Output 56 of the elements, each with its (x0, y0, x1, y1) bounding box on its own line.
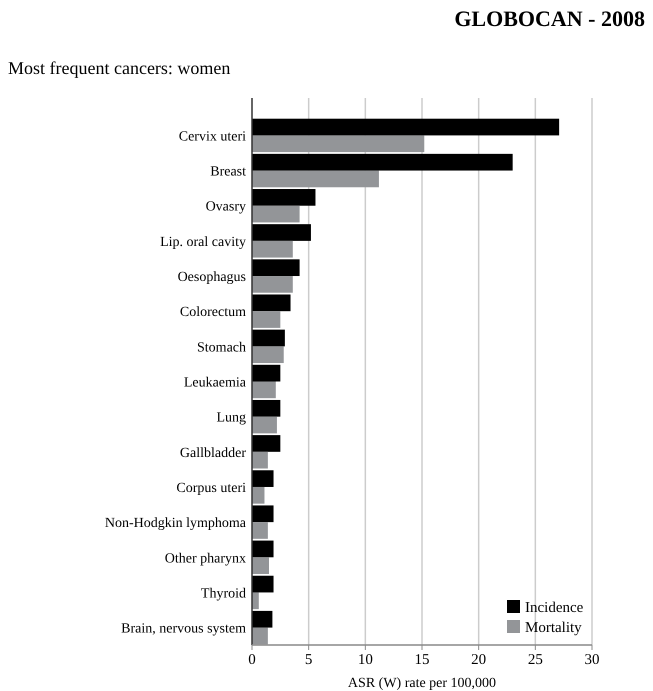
bar (252, 118, 560, 136)
bar (252, 330, 285, 346)
y-tick-label: Colorectum (180, 305, 246, 320)
y-tick-label: Oesophagus (178, 270, 246, 286)
x-tick-label: 0 (248, 652, 256, 668)
bar (252, 486, 264, 504)
x-tick-label: 20 (471, 652, 486, 668)
x-tick-label: 10 (358, 652, 373, 668)
y-tick-label: Breast (210, 164, 246, 180)
bar (252, 346, 284, 364)
bar (252, 522, 268, 539)
y-tick-label: Other pharynx (164, 551, 246, 566)
x-axis-title: ASR (W) rate per 100,000 (348, 676, 496, 691)
bar (252, 400, 280, 417)
x-tick-label: 30 (584, 652, 600, 668)
bar (252, 170, 379, 188)
legend-label: Mortality (525, 620, 582, 636)
bar (252, 364, 280, 382)
y-tick-label: Non-Hodgkin lymphoma (104, 516, 247, 532)
bar (252, 382, 276, 398)
x-tick-label: 25 (528, 652, 543, 668)
y-tick-label: Lung (216, 410, 246, 426)
bar (252, 540, 274, 558)
y-tick-label: Ovasry (206, 200, 246, 215)
bar (252, 259, 300, 276)
chart-subtitle: Most frequent cancers: women (8, 58, 230, 78)
x-tick-label: 5 (304, 652, 312, 668)
bar (252, 470, 274, 487)
bar (252, 189, 316, 206)
y-tick-label: Cervix uteri (178, 129, 246, 144)
bar (252, 610, 272, 628)
bar (252, 224, 311, 241)
bar (252, 435, 280, 452)
bar (252, 311, 280, 328)
chart-title: GLOBOCAN - 2008 (454, 6, 645, 31)
y-tick-label: Brain, nervous system (121, 622, 246, 637)
y-tick-label: Thyroid (200, 586, 246, 602)
bar (252, 240, 293, 258)
bar (252, 294, 291, 312)
legend-label: Incidence (525, 600, 584, 616)
y-tick-label: Gallbladder (180, 446, 246, 461)
bar (252, 557, 269, 574)
bar (252, 206, 300, 222)
bar (252, 135, 424, 152)
bar (252, 276, 293, 293)
y-tick-label: Stomach (197, 340, 246, 356)
y-tick-label: Leukaemia (184, 376, 247, 390)
y-tick-label: Corpus uteri (176, 480, 246, 496)
bar (252, 452, 268, 469)
bar (252, 505, 274, 522)
y-tick-label: Lip. oral cavity (160, 234, 246, 250)
x-tick-label: 15 (414, 652, 430, 668)
bar (252, 416, 277, 434)
bar (252, 576, 274, 592)
bar (252, 154, 513, 171)
bar (252, 628, 268, 644)
